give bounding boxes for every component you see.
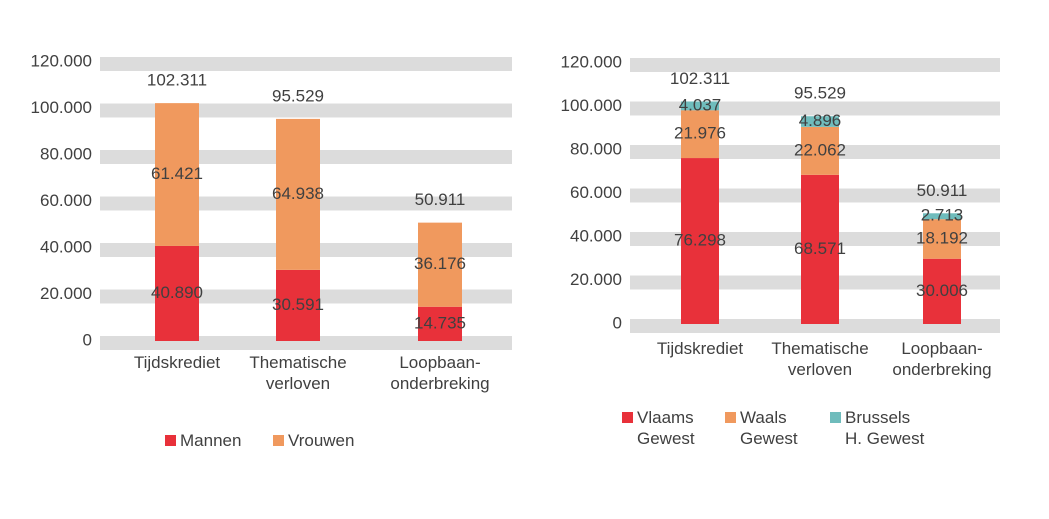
bar-segment — [801, 116, 839, 127]
bar-segment — [923, 219, 961, 259]
value-label: 61.421 — [151, 164, 203, 183]
value-label: 14.735 — [414, 313, 466, 332]
legend-swatch — [273, 435, 284, 446]
total-label: 102.311 — [670, 69, 730, 88]
y-tick-label: 0 — [613, 313, 622, 332]
y-tick-label: 40.000 — [570, 226, 622, 245]
bar-segment — [276, 118, 320, 270]
legend-item: Waals Gewest — [725, 407, 825, 449]
y-tick-label: 80.000 — [570, 139, 622, 158]
total-label: 50.911 — [415, 190, 466, 209]
y-tick-label: 60.000 — [40, 191, 92, 210]
bar-segment — [418, 222, 462, 307]
y-tick-label: 100.000 — [31, 98, 92, 117]
x-tick-label: Thematische verloven — [249, 353, 347, 393]
value-label: 30.006 — [916, 281, 968, 300]
bar-segment — [155, 103, 199, 246]
y-tick-label: 120.000 — [31, 51, 92, 70]
y-tick-label: 0 — [83, 330, 92, 349]
x-tick-label: Tijdskrediet — [656, 339, 744, 358]
y-tick-label: 20.000 — [40, 284, 92, 303]
legend-label: Vrouwen — [288, 431, 355, 450]
bar-segment — [923, 213, 961, 220]
bar-segment — [155, 245, 199, 341]
total-label: 95.529 — [272, 86, 324, 105]
x-tick-label: Tijdskrediet — [133, 353, 221, 372]
y-tick-label: 20.000 — [570, 270, 622, 289]
legend-label: Waals Gewest — [740, 408, 798, 448]
y-tick-label: 80.000 — [40, 144, 92, 163]
x-tick-label: Loopbaan-onderbreking — [892, 339, 992, 379]
value-label: 21.976 — [674, 124, 726, 143]
total-label: 102.311 — [147, 71, 207, 90]
value-label: 68.571 — [794, 239, 846, 258]
bar-segment — [801, 126, 839, 175]
legend-swatch — [830, 412, 841, 423]
bar-segment — [681, 110, 719, 159]
bar-segment — [681, 158, 719, 324]
bar-segment — [801, 174, 839, 324]
legend-label: Brussels H. Gewest — [845, 408, 925, 448]
y-tick-label: 40.000 — [40, 237, 92, 256]
bar-segment — [276, 269, 320, 341]
value-label: 18.192 — [916, 228, 968, 247]
value-label: 64.938 — [272, 184, 324, 203]
y-tick-label: 100.000 — [561, 96, 622, 115]
total-label: 95.529 — [794, 84, 846, 103]
bar-segment — [923, 258, 961, 324]
value-label: 36.176 — [414, 254, 466, 273]
value-label: 40.890 — [151, 283, 203, 302]
total-label: 50.911 — [917, 181, 968, 200]
legend-swatch — [725, 412, 736, 423]
value-label: 4.037 — [679, 95, 722, 114]
legend-item: Vlaams Gewest — [622, 407, 722, 449]
y-tick-label: 60.000 — [570, 183, 622, 202]
value-label: 22.062 — [794, 140, 846, 159]
x-tick-label: Loopbaan-onderbreking — [390, 353, 490, 393]
value-label: 76.298 — [674, 231, 726, 250]
legend-label: Vlaams Gewest — [637, 408, 695, 448]
bar-segment — [418, 306, 462, 341]
legend-item: Mannen — [165, 430, 265, 451]
bar-segment — [681, 101, 719, 111]
legend-item: Brussels H. Gewest — [830, 407, 930, 449]
legend-swatch — [165, 435, 176, 446]
x-tick-label: Thematische verloven — [771, 339, 869, 379]
legend-swatch — [622, 412, 633, 423]
legend-item: Vrouwen — [273, 430, 373, 451]
value-label: 4.896 — [799, 111, 842, 130]
value-label: 2.713 — [921, 206, 964, 225]
y-tick-label: 120.000 — [561, 52, 622, 71]
value-label: 30.591 — [272, 295, 324, 314]
legend-label: Mannen — [180, 431, 242, 450]
